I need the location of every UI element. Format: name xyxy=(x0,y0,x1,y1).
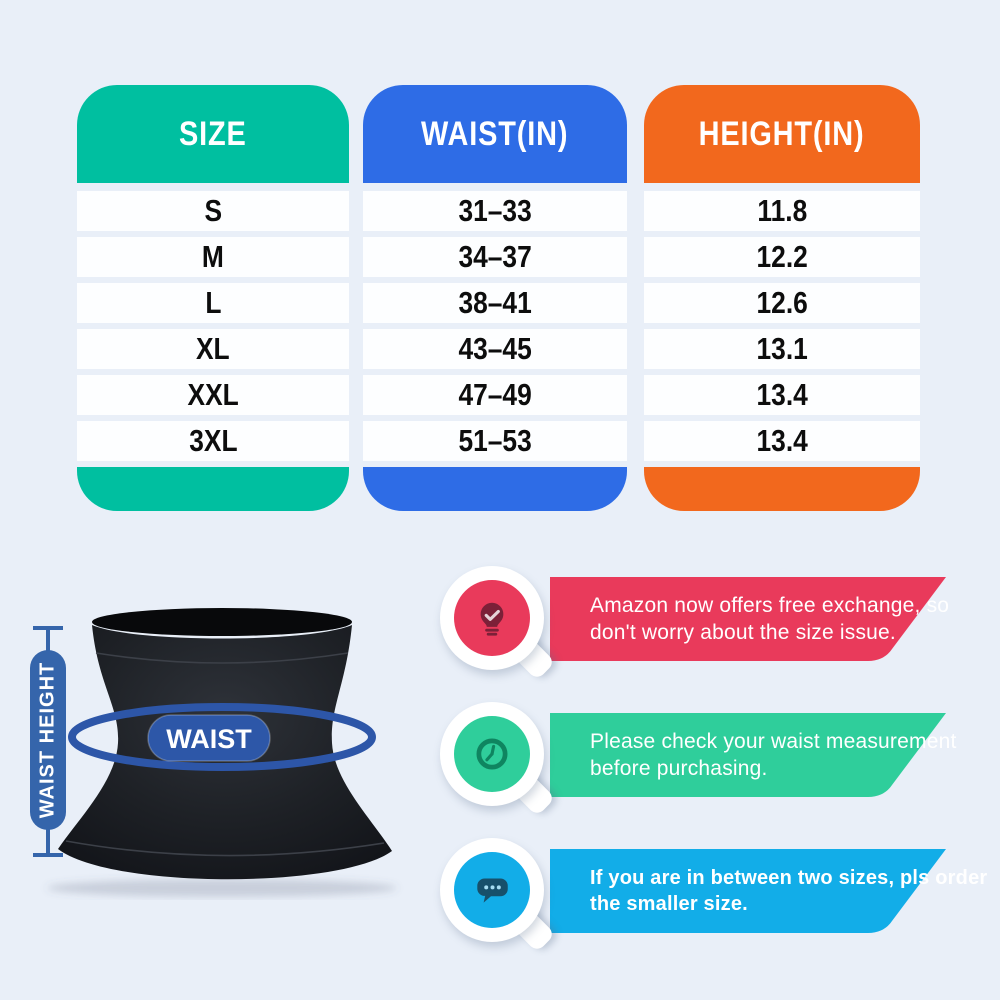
cell-value: S xyxy=(204,193,222,228)
table-cell: 34–37 xyxy=(363,237,627,277)
callout-text: Please check your waist measurement befo… xyxy=(590,713,957,797)
waist-height-pill xyxy=(30,650,66,830)
trainer-illustration: WAIST WAIST HEIGHT xyxy=(30,608,397,897)
table-cell: 47–49 xyxy=(363,375,627,415)
cell-value: 13.1 xyxy=(756,331,808,366)
chat-dots-icon xyxy=(477,878,508,903)
badge-circle xyxy=(454,716,530,792)
size-column-footer xyxy=(77,467,349,511)
size-column: SIZE S M L XL XXL 3XL xyxy=(77,85,349,511)
table-cell: 31–33 xyxy=(363,191,627,231)
callout-line: If you are in between two sizes, pls ord… xyxy=(590,866,988,889)
callout-line: before purchasing. xyxy=(590,756,768,780)
cell-value: 51–53 xyxy=(458,423,532,458)
cell-value: 47–49 xyxy=(458,377,532,412)
callout-ribbon xyxy=(550,577,946,661)
cell-value: M xyxy=(202,239,224,274)
height-column-footer xyxy=(644,467,920,511)
table-cell: 13.1 xyxy=(644,329,920,369)
callout-text: If you are in between two sizes, pls ord… xyxy=(590,849,988,933)
cell-value: 3XL xyxy=(188,423,238,458)
table-cell: XXL xyxy=(77,375,349,415)
callout-ribbon xyxy=(550,849,946,933)
callout-line: Please check your waist measurement xyxy=(590,729,957,753)
waist-ellipse xyxy=(68,703,376,771)
table-cell: 38–41 xyxy=(363,283,627,323)
callout-line: Amazon now offers free exchange, so xyxy=(590,593,950,617)
callout-size-advice: If you are in between two sizes, pls ord… xyxy=(440,838,988,953)
waist-column: WAIST(IN) 31–33 34–37 38–41 43–45 47–49 … xyxy=(363,85,627,511)
height-column: HEIGHT(IN) 11.8 12.2 12.6 13.1 13.4 13.4 xyxy=(644,85,920,511)
stitch-line-bottom xyxy=(65,840,385,857)
waist-trainer-diagram: WAIST WAIST HEIGHT xyxy=(10,595,440,900)
badge-circle xyxy=(454,580,530,656)
cell-value: 43–45 xyxy=(458,331,532,366)
table-cell: S xyxy=(77,191,349,231)
table-cell: 13.4 xyxy=(644,375,920,415)
cell-value: 12.2 xyxy=(756,239,808,274)
callout-badge xyxy=(440,702,556,817)
waist-label: WAIST xyxy=(166,724,252,754)
callout-badge xyxy=(440,566,556,681)
table-cell: XL xyxy=(77,329,349,369)
waist-height-ruler: WAIST HEIGHT xyxy=(30,626,66,857)
size-column-header: SIZE xyxy=(77,85,349,183)
table-cell: 12.6 xyxy=(644,283,920,323)
height-header-label: HEIGHT(IN) xyxy=(699,114,865,153)
cell-value: 31–33 xyxy=(458,193,532,228)
cell-value: XL xyxy=(196,331,230,366)
cell-value: 12.6 xyxy=(756,285,808,320)
trainer-shadow xyxy=(47,879,397,897)
cell-value: 11.8 xyxy=(757,193,807,228)
waist-column-footer xyxy=(363,467,627,511)
bulb-check-icon xyxy=(480,602,504,636)
cell-value: 38–41 xyxy=(458,285,532,320)
callout-line: don't worry about the size issue. xyxy=(590,620,896,644)
cell-value: XXL xyxy=(187,377,239,412)
callout-badge xyxy=(440,838,556,953)
table-cell: 51–53 xyxy=(363,421,627,461)
height-column-header: HEIGHT(IN) xyxy=(644,85,920,183)
table-cell: 3XL xyxy=(77,421,349,461)
waist-height-label: WAIST HEIGHT xyxy=(36,662,58,818)
waist-label-pill xyxy=(147,714,271,762)
cell-value: 13.4 xyxy=(756,377,808,412)
table-cell: 11.8 xyxy=(644,191,920,231)
callout-text: Amazon now offers free exchange, so don'… xyxy=(590,577,950,661)
cell-value: 13.4 xyxy=(756,423,808,458)
waist-column-header: WAIST(IN) xyxy=(363,85,627,183)
table-cell: 13.4 xyxy=(644,421,920,461)
clock-icon xyxy=(476,738,508,770)
table-cell: 43–45 xyxy=(363,329,627,369)
table-cell: M xyxy=(77,237,349,277)
callout-line: the smaller size. xyxy=(590,892,748,915)
callout-ribbon xyxy=(550,713,946,797)
waist-header-label: WAIST(IN) xyxy=(421,114,569,153)
size-header-label: SIZE xyxy=(179,114,247,153)
stitch-line-top xyxy=(95,652,349,664)
cell-value: 34–37 xyxy=(458,239,532,274)
table-cell: 12.2 xyxy=(644,237,920,277)
cell-value: L xyxy=(204,285,222,320)
callout-exchange: Amazon now offers free exchange, so don'… xyxy=(440,566,985,681)
callout-measure: Please check your waist measurement befo… xyxy=(440,702,985,817)
table-cell: L xyxy=(77,283,349,323)
trainer-opening xyxy=(92,608,352,636)
badge-circle xyxy=(454,852,530,928)
